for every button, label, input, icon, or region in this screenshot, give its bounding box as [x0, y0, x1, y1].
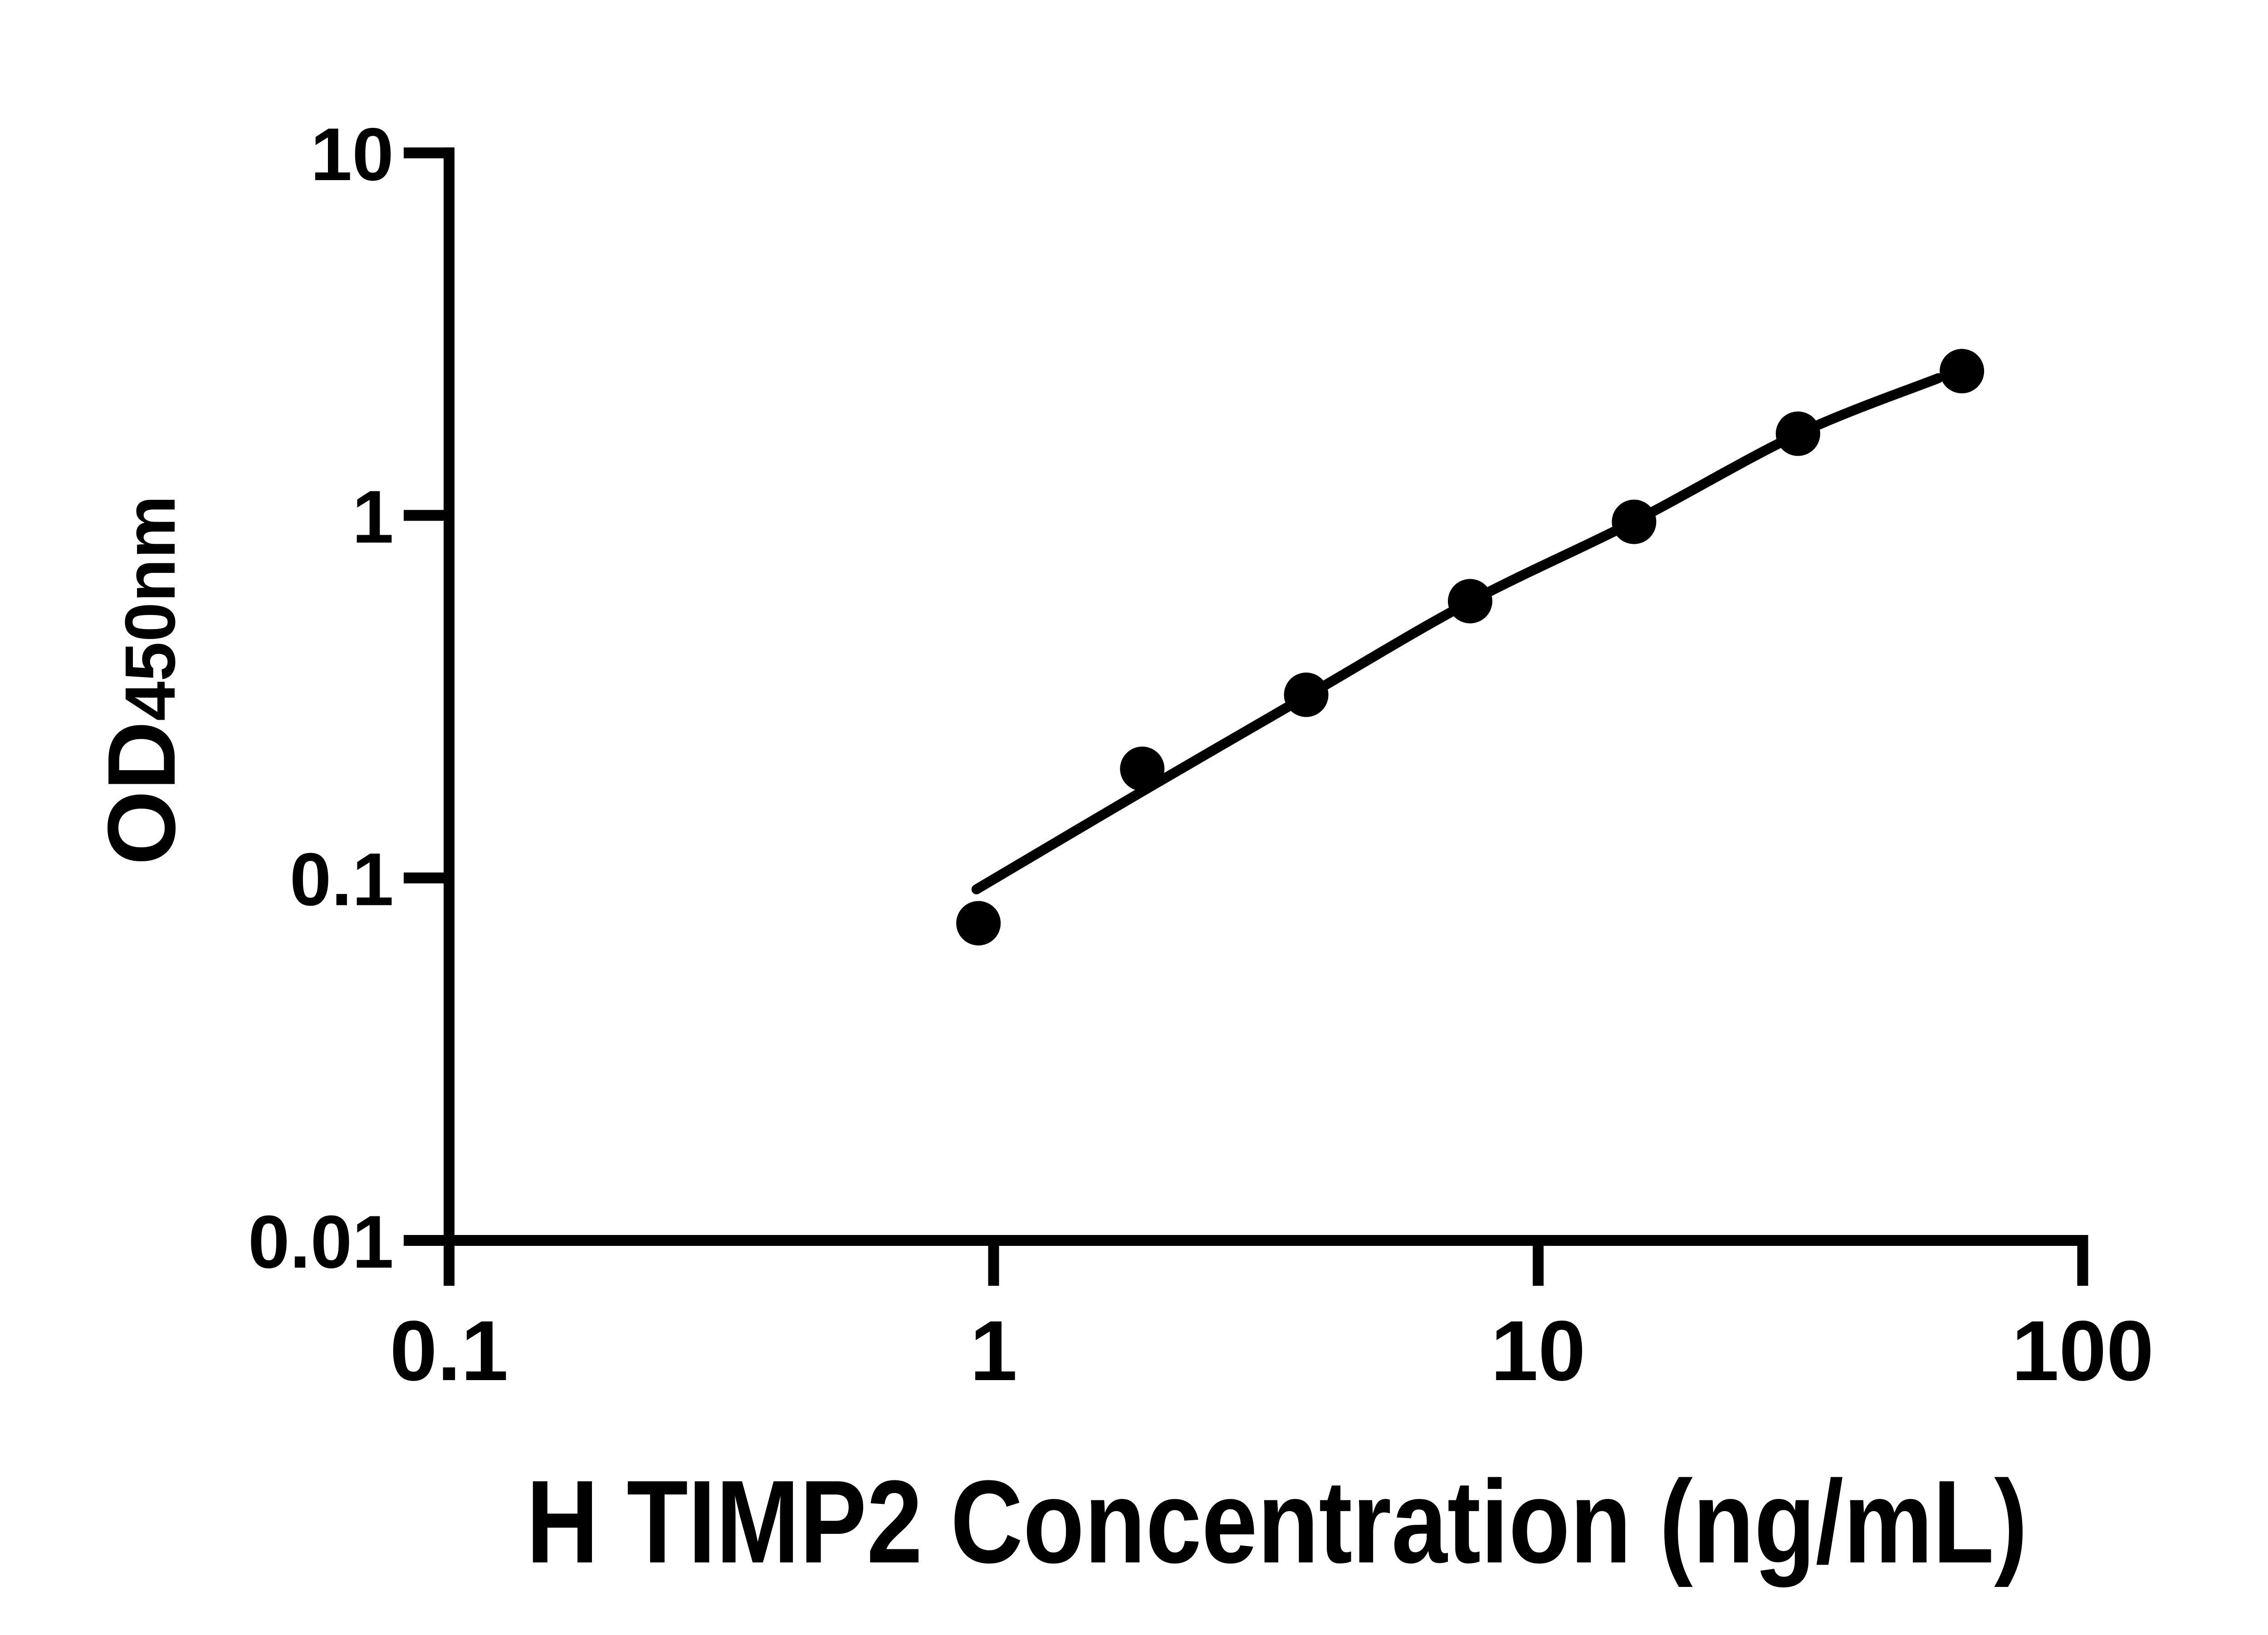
data-point-group [956, 349, 1984, 946]
y-tick-label: 0.1 [290, 838, 394, 921]
x-tick-label: 10 [1491, 1303, 1585, 1398]
x-axis-title: H TIMP2 Concentration (ng/mL) [526, 1456, 2028, 1588]
data-point [956, 901, 1001, 946]
y-tick-label: 10 [310, 112, 394, 196]
y-axis: 10 1 0.1 0.01 [248, 112, 455, 1284]
y-axis-title-subscript: 450nm [111, 495, 190, 721]
x-tick-group [444, 1240, 2088, 1286]
data-point [1612, 499, 1657, 544]
x-tick-label: 100 [2012, 1303, 2154, 1398]
data-point [1448, 579, 1492, 624]
data-point [1284, 672, 1329, 717]
x-tick-label: 0.1 [390, 1303, 508, 1398]
y-tick-label: 0.01 [248, 1200, 394, 1284]
y-tick-group [404, 147, 449, 1246]
y-axis-title-main: OD [88, 721, 195, 865]
data-point [1120, 747, 1165, 791]
y-tick-label-group: 10 1 0.1 0.01 [248, 112, 394, 1284]
data-point [1940, 349, 1984, 394]
y-axis-title: OD450nm [88, 495, 195, 865]
x-tick-label: 1 [970, 1303, 1017, 1398]
x-tick-label-group: 0.1 1 10 100 [390, 1303, 2154, 1398]
x-axis: 0.1 1 10 100 [390, 1235, 2154, 1398]
y-tick-label: 1 [352, 475, 394, 558]
data-point [1775, 411, 1820, 456]
